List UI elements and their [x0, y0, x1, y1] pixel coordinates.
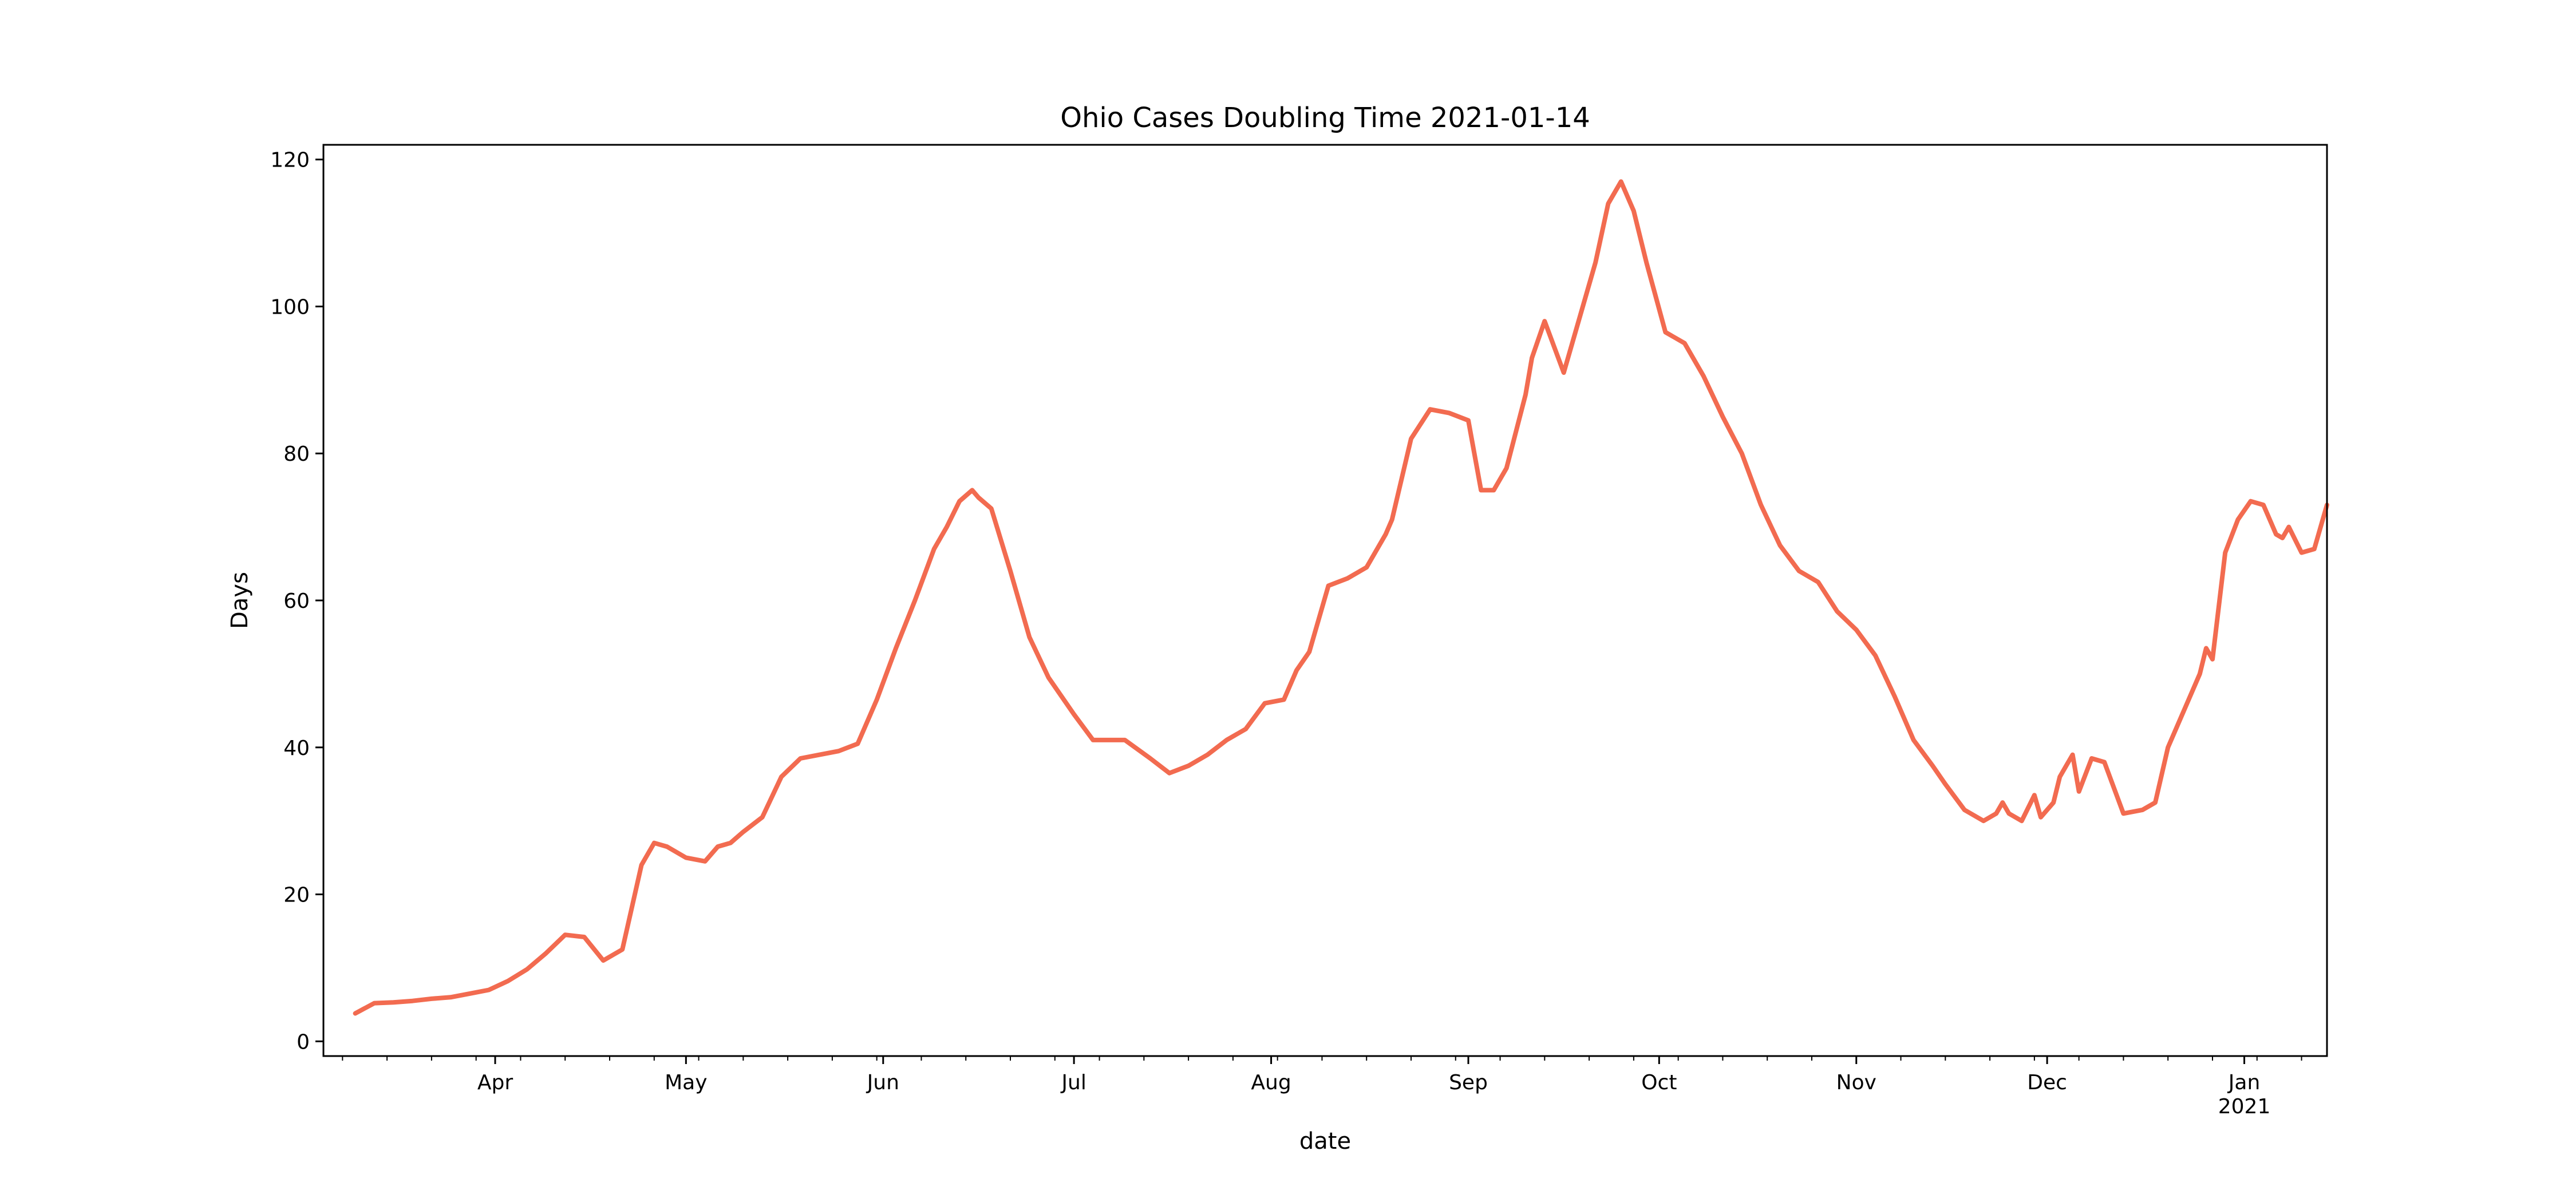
x-tick-label: Apr: [477, 1071, 513, 1094]
x-tick-label: Aug: [1251, 1071, 1291, 1094]
x-tick-label: Jul: [1060, 1071, 1086, 1094]
y-tick-label: 120: [270, 149, 310, 172]
x-tick-label: Dec: [2027, 1071, 2067, 1094]
y-tick-label: 0: [297, 1030, 310, 1054]
y-tick-label: 100: [270, 295, 310, 319]
y-tick-label: 80: [283, 442, 310, 466]
y-tick-label: 40: [283, 737, 310, 760]
x-tick-label: Jun: [866, 1071, 899, 1094]
y-axis-ticks: 0 20 40 60 80 100 120: [270, 149, 323, 1054]
plot-area-frame: [322, 144, 2328, 1057]
x-tick-label: Oct: [1641, 1071, 1677, 1094]
chart-title: Ohio Cases Doubling Time 2021-01-14: [1060, 102, 1590, 134]
series-line-doubling-time: [353, 179, 2329, 1016]
x-tick-label: Sep: [1449, 1071, 1488, 1094]
y-tick-label: 20: [283, 884, 310, 907]
y-axis-title: Days: [227, 572, 253, 629]
x-tick-label: Jan: [2227, 1071, 2261, 1094]
x-tick-label: Nov: [1836, 1071, 1876, 1094]
x-axis-title: date: [1299, 1128, 1351, 1154]
x-tick-year-label: 2021: [2218, 1095, 2271, 1118]
y-tick-label: 60: [283, 590, 310, 613]
x-tick-label: May: [665, 1071, 707, 1094]
